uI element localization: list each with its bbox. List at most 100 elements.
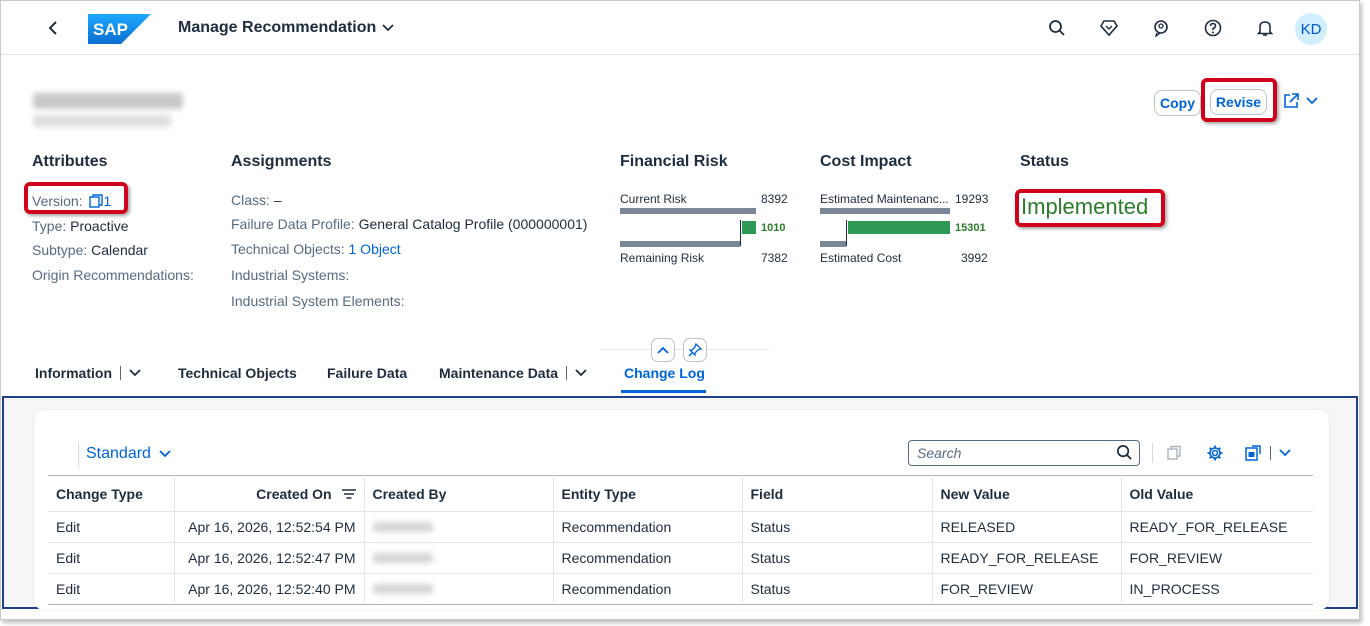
tab-failure-data[interactable]: Failure Data bbox=[327, 365, 408, 381]
back-button[interactable] bbox=[43, 17, 65, 39]
remaining-risk-label: Remaining Risk bbox=[620, 251, 705, 265]
export-icon bbox=[1245, 445, 1261, 461]
redacted-user-name bbox=[372, 522, 433, 532]
subtype-row: Subtype: Calendar bbox=[32, 242, 148, 258]
cell-field: Status bbox=[742, 542, 933, 574]
chevron-up-icon bbox=[657, 346, 669, 354]
cell-change-type: Edit bbox=[48, 573, 175, 605]
attributes-title: Attributes bbox=[32, 153, 108, 170]
table-header-row: Change Type Created On Created By Entity… bbox=[48, 475, 1313, 512]
change-log-table: Change Type Created On Created By Entity… bbox=[48, 475, 1313, 605]
table-row[interactable]: Edit Apr 16, 2026, 12:52:54 PM Recommend… bbox=[48, 511, 1313, 543]
financial-risk-title: Financial Risk bbox=[620, 153, 728, 170]
tab-change-log[interactable]: Change Log bbox=[624, 365, 705, 381]
pin-header-button[interactable] bbox=[683, 338, 707, 362]
cell-change-type: Edit bbox=[48, 542, 175, 574]
toolbar-divider bbox=[78, 443, 79, 467]
cell-old-value: FOR_REVIEW bbox=[1121, 542, 1313, 574]
copy-rows-button[interactable] bbox=[1164, 443, 1184, 463]
joule-button[interactable] bbox=[1098, 17, 1120, 39]
app-title-menu[interactable]: Manage Recommendation bbox=[178, 19, 394, 37]
column-header-new-value[interactable]: New Value bbox=[932, 475, 1122, 512]
redacted-user-name bbox=[372, 584, 433, 594]
tab-maintenance-data[interactable]: Maintenance Data bbox=[439, 365, 587, 381]
revise-button[interactable]: Revise bbox=[1210, 89, 1267, 115]
cell-created-on: Apr 16, 2026, 12:52:40 PM bbox=[174, 573, 365, 605]
sort-icon bbox=[341, 488, 356, 499]
search-icon[interactable] bbox=[1116, 444, 1133, 464]
current-risk-bar bbox=[620, 208, 756, 214]
diamond-icon bbox=[1100, 20, 1118, 37]
copy-document-icon bbox=[89, 194, 104, 208]
active-tab-indicator bbox=[621, 390, 706, 393]
column-header-change-type[interactable]: Change Type bbox=[48, 475, 175, 512]
search-button[interactable] bbox=[1046, 17, 1068, 39]
version-row: Version: 1 bbox=[32, 193, 111, 209]
copy-button[interactable]: Copy bbox=[1154, 90, 1201, 116]
tab-maintenance-data-label: Maintenance Data bbox=[439, 365, 559, 381]
column-header-old-value[interactable]: Old Value bbox=[1121, 475, 1313, 512]
table-settings-button[interactable] bbox=[1205, 443, 1225, 463]
risk-reduction-bar bbox=[742, 221, 756, 234]
table-row[interactable]: Edit Apr 16, 2026, 12:52:47 PM Recommend… bbox=[48, 542, 1313, 574]
current-risk-value: 8392 bbox=[761, 192, 788, 206]
tab-technical-objects[interactable]: Technical Objects bbox=[178, 365, 297, 381]
redacted-user-name bbox=[372, 553, 433, 563]
technical-objects-label: Technical Objects: bbox=[231, 241, 345, 257]
cell-field: Status bbox=[742, 511, 933, 543]
cell-new-value: RELEASED bbox=[932, 511, 1122, 543]
tab-separator bbox=[120, 366, 121, 380]
cost-divider bbox=[846, 220, 847, 246]
fdp-label: Failure Data Profile: bbox=[231, 216, 355, 232]
assignments-title: Assignments bbox=[231, 153, 332, 170]
chevron-down-icon[interactable] bbox=[575, 369, 587, 377]
sap-logo[interactable]: SAP bbox=[88, 14, 151, 44]
help-button[interactable] bbox=[1202, 17, 1224, 39]
tab-information[interactable]: Information bbox=[35, 365, 141, 381]
column-header-created-by[interactable]: Created By bbox=[364, 475, 554, 512]
chevron-down-icon bbox=[382, 24, 394, 32]
column-header-created-on[interactable]: Created On bbox=[174, 475, 365, 512]
export-menu-button[interactable] bbox=[1244, 443, 1304, 463]
variant-selector[interactable]: Standard bbox=[86, 445, 171, 463]
chevron-left-icon bbox=[48, 21, 57, 35]
estimated-cost-value: 3992 bbox=[961, 251, 988, 265]
cell-entity-type: Recommendation bbox=[553, 511, 743, 543]
type-value: Proactive bbox=[70, 218, 129, 234]
estimated-maintenance-value: 19293 bbox=[955, 192, 989, 206]
remaining-risk-value: 7382 bbox=[761, 251, 788, 265]
estimated-maintenance-bar bbox=[820, 208, 950, 214]
cell-created-on: Apr 16, 2026, 12:52:47 PM bbox=[174, 542, 365, 574]
gear-icon bbox=[1207, 445, 1223, 461]
assistant-button[interactable] bbox=[1150, 17, 1172, 39]
collapse-header-button[interactable] bbox=[651, 338, 675, 362]
risk-reduction-value: 1010 bbox=[761, 222, 786, 234]
chevron-down-icon[interactable] bbox=[129, 369, 141, 377]
assistant-icon bbox=[1154, 20, 1168, 37]
column-header-entity-type[interactable]: Entity Type bbox=[553, 475, 743, 512]
technical-objects-row: Technical Objects: 1 Object bbox=[231, 241, 401, 257]
avatar[interactable]: KD bbox=[1295, 13, 1327, 45]
cost-savings-bar bbox=[848, 221, 950, 234]
remaining-risk-bar bbox=[620, 241, 740, 247]
technical-objects-link[interactable]: 1 Object bbox=[348, 241, 401, 257]
variant-label: Standard bbox=[86, 445, 151, 462]
help-icon bbox=[1204, 19, 1222, 37]
class-row: Class: – bbox=[231, 192, 282, 208]
change-log-section: Standard Search bbox=[2, 396, 1358, 610]
column-header-field[interactable]: Field bbox=[742, 475, 933, 512]
highlight-revise bbox=[1201, 78, 1277, 122]
chevron-down-icon bbox=[159, 450, 171, 458]
notifications-button[interactable] bbox=[1254, 17, 1276, 39]
search-input[interactable]: Search bbox=[908, 440, 1140, 466]
cell-created-by bbox=[364, 573, 554, 605]
share-menu-button[interactable] bbox=[1282, 92, 1318, 110]
estimated-cost-bar bbox=[820, 241, 846, 247]
class-label: Class: bbox=[231, 192, 270, 208]
risk-divider bbox=[740, 220, 741, 246]
table-row[interactable]: Edit Apr 16, 2026, 12:52:40 PM Recommend… bbox=[48, 573, 1313, 605]
tab-information-label: Information bbox=[35, 365, 112, 381]
cell-new-value: READY_FOR_RELEASE bbox=[932, 542, 1122, 574]
version-link[interactable]: 1 bbox=[86, 193, 111, 209]
